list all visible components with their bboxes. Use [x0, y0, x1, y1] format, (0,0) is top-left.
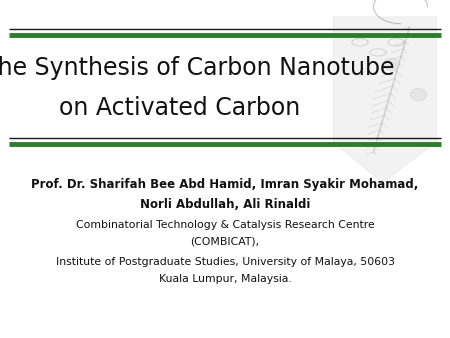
Text: Institute of Postgraduate Studies, University of Malaya, 50603: Institute of Postgraduate Studies, Unive…: [55, 257, 395, 267]
Text: on Activated Carbon: on Activated Carbon: [59, 96, 301, 120]
Text: Norli Abdullah, Ali Rinaldi: Norli Abdullah, Ali Rinaldi: [140, 198, 310, 211]
Circle shape: [383, 58, 400, 70]
Text: The Synthesis of Carbon Nanotube: The Synthesis of Carbon Nanotube: [0, 55, 395, 80]
Text: (COMBICAT),: (COMBICAT),: [190, 237, 260, 247]
Text: Combinatorial Technology & Catalysis Research Centre: Combinatorial Technology & Catalysis Res…: [76, 220, 374, 230]
Polygon shape: [333, 17, 436, 183]
Text: Kuala Lumpur, Malaysia.: Kuala Lumpur, Malaysia.: [158, 274, 292, 284]
Text: Prof. Dr. Sharifah Bee Abd Hamid, Imran Syakir Mohamad,: Prof. Dr. Sharifah Bee Abd Hamid, Imran …: [32, 178, 419, 191]
Circle shape: [410, 89, 427, 101]
